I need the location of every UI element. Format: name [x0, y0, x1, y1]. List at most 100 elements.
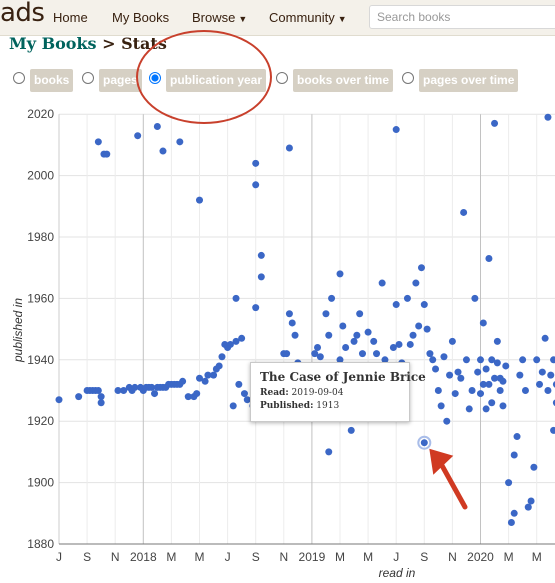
y-tick-label: 1920 [27, 414, 54, 428]
data-point [176, 138, 184, 146]
radio-books-over-time[interactable] [276, 72, 288, 84]
y-axis-title: published in [11, 298, 25, 363]
data-point [373, 350, 381, 358]
option-pages-over-time-label[interactable]: pages over time [419, 69, 519, 92]
x-tick-label: M [335, 550, 345, 564]
nav-my-books[interactable]: My Books [112, 10, 170, 25]
radio-pages-over-time[interactable] [402, 72, 414, 84]
data-point [120, 387, 128, 394]
site-logo-fragment[interactable]: ads [0, 0, 45, 28]
data-point [336, 356, 344, 364]
data-point [356, 310, 364, 318]
data-point [479, 380, 487, 388]
data-point [328, 294, 336, 302]
data-point [314, 344, 322, 352]
annotation-arrow-shaft [436, 458, 468, 510]
data-point [423, 325, 431, 333]
annotation-ellipse [136, 30, 272, 124]
data-point [196, 196, 203, 204]
data-point [409, 331, 417, 339]
tooltip-published-value: 1913 [316, 401, 340, 411]
data-point [358, 350, 366, 358]
data-point [285, 144, 293, 152]
radio-books[interactable] [13, 72, 25, 84]
search-input[interactable] [369, 5, 555, 29]
breadcrumb-my-books-link[interactable]: My Books [9, 34, 97, 53]
data-point [215, 362, 223, 370]
data-point [311, 350, 319, 358]
nav-community[interactable]: Community ▼ [269, 10, 347, 25]
x-tick-label: J [393, 550, 399, 564]
data-point [240, 390, 248, 398]
data-point [491, 119, 499, 127]
data-point [493, 337, 501, 345]
data-point [429, 356, 437, 364]
data-point [477, 356, 484, 364]
data-point [210, 371, 218, 379]
data-point [406, 340, 414, 348]
data-point [510, 509, 518, 517]
data-point [97, 393, 105, 401]
data-point [451, 390, 459, 398]
data-point [97, 399, 105, 407]
data-point [252, 159, 260, 167]
data-point [541, 334, 549, 342]
x-tick-label: 2018 [130, 550, 157, 564]
data-point [448, 337, 456, 345]
x-tick-label: J [56, 550, 62, 564]
data-point [364, 328, 372, 336]
data-point [257, 273, 265, 281]
data-point [288, 319, 296, 327]
y-tick-label: 1980 [27, 230, 54, 244]
option-books-over-time-label[interactable]: books over time [293, 69, 394, 92]
data-point [510, 451, 518, 459]
data-point [533, 356, 541, 364]
data-point [196, 374, 203, 382]
data-point [193, 390, 201, 398]
data-point [446, 371, 454, 379]
data-point [179, 377, 187, 385]
data-point [283, 350, 291, 358]
x-tick-label: M [195, 550, 205, 564]
data-point [75, 393, 83, 401]
data-point [342, 344, 350, 352]
tooltip-read-label: Read: [260, 388, 289, 398]
breadcrumb-separator: > [102, 34, 116, 53]
y-tick-label: 1940 [27, 353, 54, 367]
x-tick-label: 2019 [299, 550, 326, 564]
data-point [440, 353, 448, 361]
data-point [485, 380, 493, 388]
data-point [462, 356, 470, 364]
data-point [530, 463, 538, 471]
data-point [412, 279, 420, 287]
x-tick-label: J [225, 550, 231, 564]
radio-pages[interactable] [82, 72, 94, 84]
x-tick-label: N [279, 550, 288, 564]
data-point [491, 374, 499, 382]
nav-home[interactable]: Home [53, 10, 88, 25]
data-point [550, 426, 555, 434]
data-point [336, 270, 344, 278]
data-point [395, 340, 403, 348]
data-point [378, 279, 386, 287]
data-point [474, 368, 482, 376]
data-point [468, 387, 476, 394]
data-point [353, 331, 361, 339]
data-point [552, 381, 555, 388]
data-point [482, 405, 490, 413]
option-pages-label[interactable]: pages [99, 69, 142, 92]
x-tick-label: 2020 [467, 550, 494, 564]
data-point [479, 319, 487, 327]
data-point [238, 334, 246, 342]
data-point [415, 322, 423, 330]
option-books-label[interactable]: books [30, 69, 74, 92]
data-point [350, 337, 358, 345]
data-point [94, 387, 102, 394]
data-point [499, 377, 507, 385]
data-point [229, 402, 237, 410]
data-point [204, 371, 212, 379]
x-axis-title: read in [379, 566, 416, 580]
nav-browse[interactable]: Browse ▼ [192, 10, 247, 25]
breadcrumb: My Books > Stats [9, 34, 167, 53]
data-point [482, 365, 490, 373]
